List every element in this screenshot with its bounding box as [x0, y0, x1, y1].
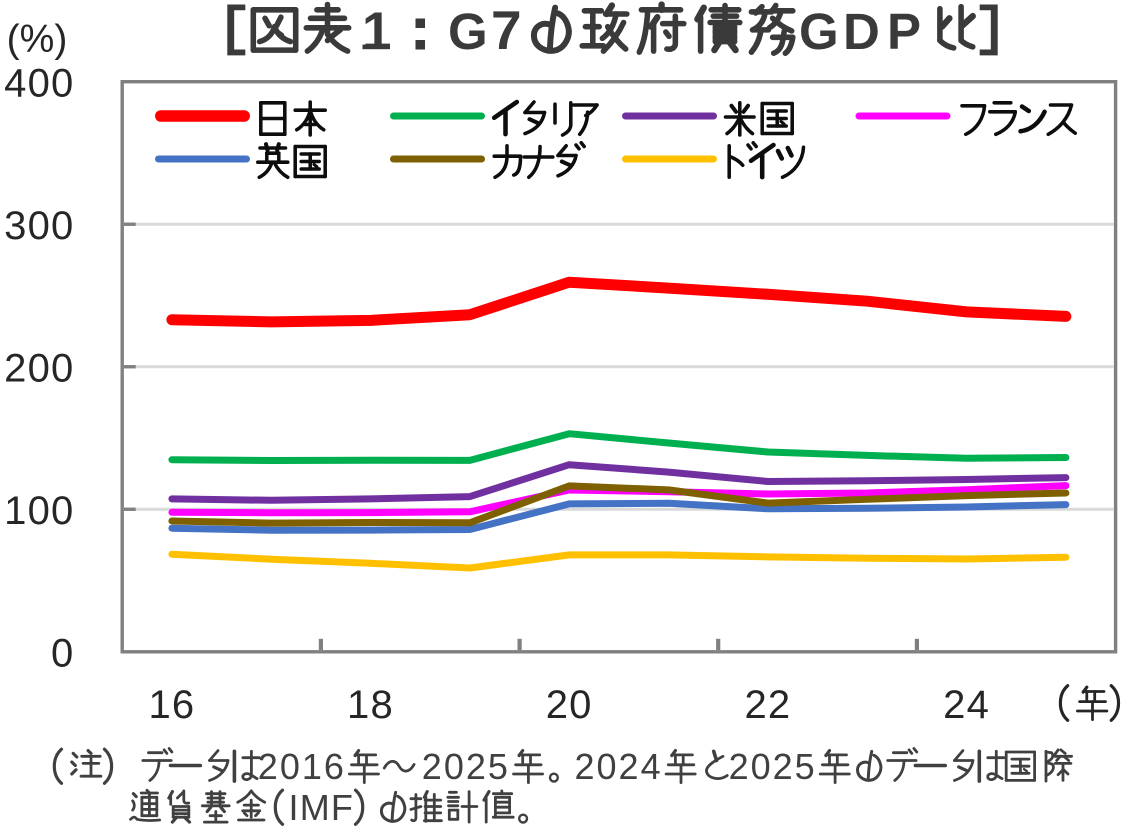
svg-text:2016: 2016	[258, 746, 346, 787]
svg-text:22: 22	[744, 683, 791, 727]
svg-text:0: 0	[51, 631, 74, 675]
svg-text:G: G	[799, 3, 839, 60]
svg-text:1: 1	[362, 2, 391, 61]
svg-text:2025: 2025	[729, 746, 817, 787]
svg-text:18: 18	[347, 683, 394, 727]
svg-text:P: P	[887, 3, 921, 60]
svg-text:7: 7	[491, 0, 522, 61]
svg-text:IMF: IMF	[289, 787, 355, 828]
svg-text:2025: 2025	[422, 746, 510, 787]
svg-text:300: 300	[4, 204, 74, 248]
svg-text:G: G	[448, 3, 488, 60]
svg-text:200: 200	[4, 346, 74, 390]
svg-text:(%): (%)	[7, 18, 68, 61]
svg-text:20: 20	[546, 683, 593, 727]
svg-text:2024: 2024	[575, 746, 663, 787]
svg-text:16: 16	[148, 683, 195, 727]
svg-text:D: D	[843, 3, 880, 60]
svg-text:100: 100	[4, 489, 74, 533]
svg-text:400: 400	[4, 61, 74, 105]
svg-text:24: 24	[943, 683, 990, 727]
